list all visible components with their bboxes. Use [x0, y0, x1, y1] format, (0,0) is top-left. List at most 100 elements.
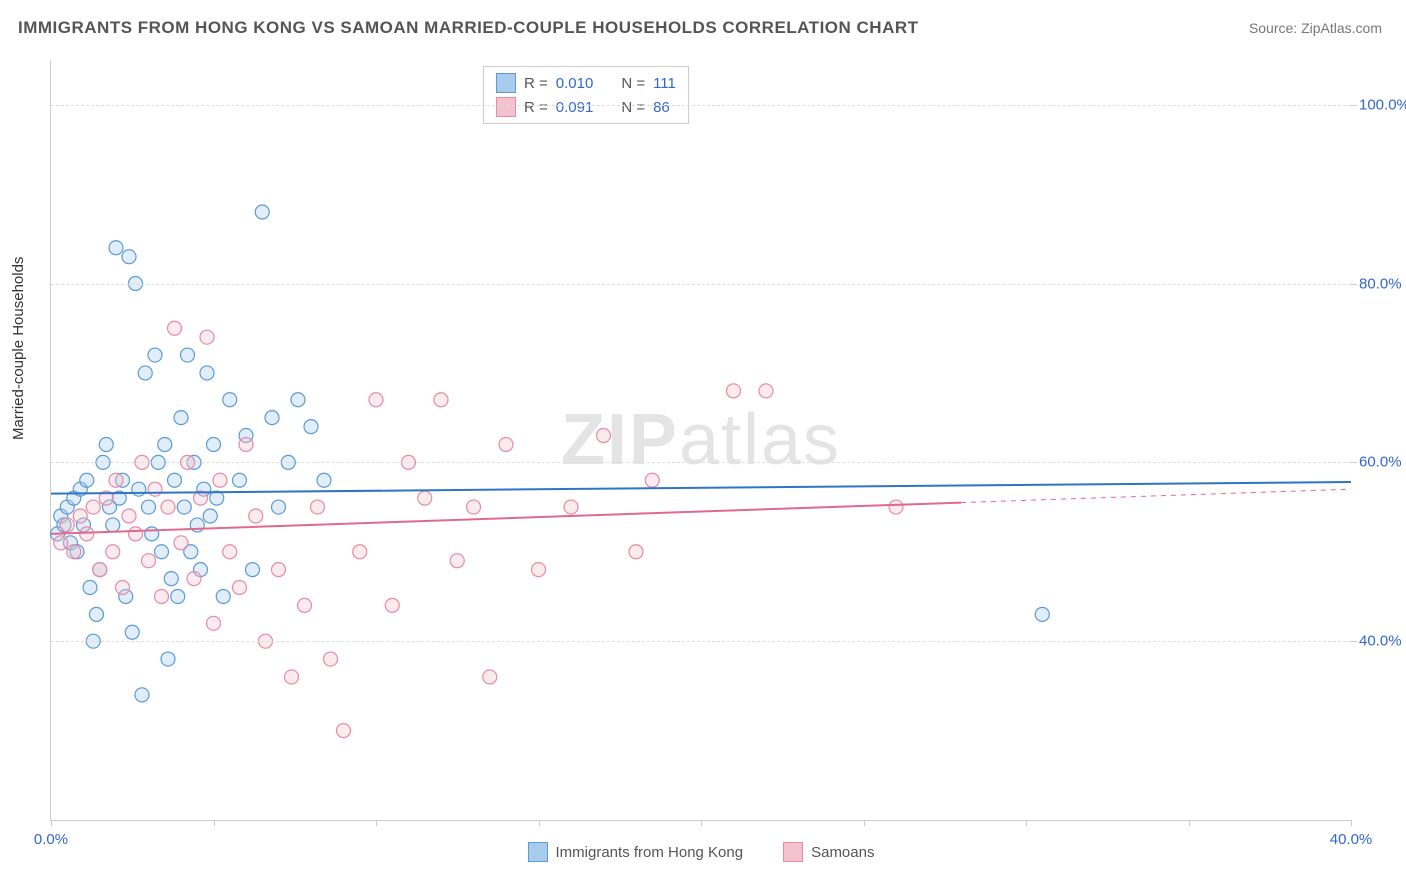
data-point: [291, 393, 305, 407]
data-point: [207, 616, 221, 630]
data-point: [174, 411, 188, 425]
data-point: [216, 589, 230, 603]
data-point: [467, 500, 481, 514]
data-point: [93, 563, 107, 577]
data-point: [86, 500, 100, 514]
data-point: [171, 589, 185, 603]
x-tick-mark: [214, 820, 215, 826]
data-point: [109, 241, 123, 255]
y-tick-mark: [1351, 641, 1357, 642]
data-point: [116, 581, 130, 595]
data-point: [223, 545, 237, 559]
data-point: [161, 652, 175, 666]
x-tick-mark: [1189, 820, 1190, 826]
legend-swatch: [496, 73, 516, 93]
data-point: [311, 500, 325, 514]
data-point: [272, 500, 286, 514]
plot-area: ZIPatlas R =0.010N =111R =0.091N =86 Imm…: [50, 60, 1351, 821]
gridline: [51, 641, 1351, 642]
x-tick-mark: [376, 820, 377, 826]
data-point: [418, 491, 432, 505]
x-tick-mark: [539, 820, 540, 826]
data-point: [223, 393, 237, 407]
data-point: [142, 554, 156, 568]
data-point: [155, 589, 169, 603]
y-tick-label: 100.0%: [1359, 96, 1406, 113]
data-point: [129, 527, 143, 541]
data-point: [155, 545, 169, 559]
data-point: [174, 536, 188, 550]
x-tick-mark: [51, 820, 52, 826]
data-point: [434, 393, 448, 407]
y-axis-label: Married-couple Households: [10, 257, 27, 440]
legend-n-value: 86: [653, 99, 670, 116]
data-point: [597, 429, 611, 443]
data-point: [483, 670, 497, 684]
trend-line-extrapolated: [961, 489, 1351, 502]
data-point: [80, 527, 94, 541]
y-tick-label: 60.0%: [1359, 454, 1402, 471]
data-point: [168, 321, 182, 335]
y-tick-label: 80.0%: [1359, 275, 1402, 292]
data-point: [135, 688, 149, 702]
data-point: [353, 545, 367, 559]
data-point: [1035, 607, 1049, 621]
data-point: [83, 581, 97, 595]
data-point: [148, 482, 162, 496]
data-point: [181, 348, 195, 362]
y-tick-mark: [1351, 105, 1357, 106]
data-point: [246, 563, 260, 577]
legend-swatch: [783, 842, 803, 862]
legend-n-label: N =: [621, 99, 645, 116]
data-point: [132, 482, 146, 496]
data-point: [60, 518, 74, 532]
y-tick-mark: [1351, 462, 1357, 463]
data-point: [337, 724, 351, 738]
data-point: [203, 509, 217, 523]
legend-stats: R =0.010N =111R = 0.091 N = 86: [483, 66, 689, 124]
data-point: [73, 509, 87, 523]
data-point: [385, 598, 399, 612]
data-point: [317, 473, 331, 487]
data-point: [109, 473, 123, 487]
data-point: [122, 250, 136, 264]
data-point: [304, 420, 318, 434]
source-label: Source: ZipAtlas.com: [1249, 20, 1382, 36]
data-point: [233, 581, 247, 595]
legend-series-item: Immigrants from Hong Kong: [528, 842, 744, 862]
legend-n-label: N =: [621, 75, 645, 92]
data-point: [200, 330, 214, 344]
data-point: [158, 437, 172, 451]
data-point: [54, 536, 68, 550]
legend-stats-row: R =0.010N =111: [492, 71, 680, 95]
data-point: [177, 500, 191, 514]
data-point: [324, 652, 338, 666]
gridline: [51, 462, 1351, 463]
data-point: [759, 384, 773, 398]
data-point: [889, 500, 903, 514]
data-point: [564, 500, 578, 514]
x-tick-mark: [864, 820, 865, 826]
data-point: [249, 509, 263, 523]
x-tick-mark: [1026, 820, 1027, 826]
gridline: [51, 284, 1351, 285]
data-point: [161, 500, 175, 514]
data-point: [80, 473, 94, 487]
data-point: [142, 500, 156, 514]
data-point: [145, 527, 159, 541]
x-tick-mark: [701, 820, 702, 826]
legend-r-value: 0.091: [556, 99, 594, 116]
x-tick-label: 0.0%: [34, 831, 68, 848]
data-point: [187, 572, 201, 586]
data-point: [99, 437, 113, 451]
data-point: [125, 625, 139, 639]
chart-title: IMMIGRANTS FROM HONG KONG VS SAMOAN MARR…: [18, 18, 919, 38]
legend-r-label: R =: [524, 75, 548, 92]
data-point: [106, 545, 120, 559]
data-point: [67, 545, 81, 559]
legend-stats-row: R =0.091N =86: [492, 95, 680, 119]
data-point: [629, 545, 643, 559]
data-point: [239, 437, 253, 451]
data-point: [255, 205, 269, 219]
legend-series-item: Samoans: [783, 842, 874, 862]
